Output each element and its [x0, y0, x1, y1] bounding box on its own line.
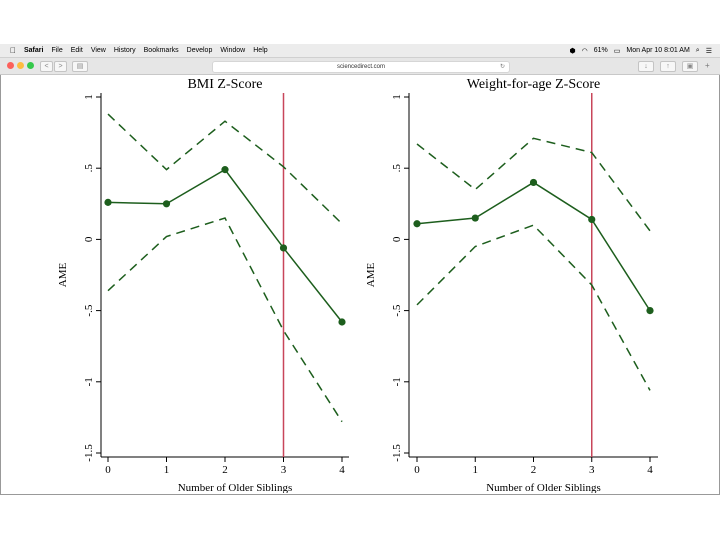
weight-for-age-y-tick-label: -1.5: [391, 444, 403, 462]
bmi-chart-ylabel: AME: [57, 263, 69, 288]
weight-for-age-x-tick-label: 4: [647, 464, 653, 476]
sidebar-icon[interactable]: ▤: [72, 61, 88, 72]
menu-bookmarks[interactable]: Bookmarks: [137, 47, 179, 54]
weight-for-age-ame-line: [416, 181, 651, 312]
status-area: ⬢ ◠ 61% ▭ Mon Apr 10 8:01 AM ⌕ ☰: [569, 47, 720, 55]
bmi-y-tick-label: -1: [83, 377, 95, 386]
weight-for-age-lower-ci-line: [416, 224, 651, 391]
minimize-window-icon[interactable]: [17, 62, 24, 69]
bmi-x-tick-label: 1: [164, 464, 170, 476]
zoom-window-icon[interactable]: [27, 62, 34, 69]
bmi-y-tick-label: -1.5: [83, 444, 95, 462]
bmi-ame-point: [104, 198, 112, 206]
weight-for-age-y-tick-label: 0: [391, 236, 403, 242]
notification-center-icon[interactable]: ☰: [705, 47, 712, 55]
menu-app-name[interactable]: Safari: [18, 47, 43, 54]
weight-for-age-chart-title: Weight-for-age Z-Score: [467, 77, 600, 92]
menu-view[interactable]: View: [84, 47, 106, 54]
bmi-chart-xlabel: Number of Older Siblings: [178, 482, 293, 493]
bmi-x-tick-label: 3: [281, 464, 287, 476]
weight-for-age-ame-point: [529, 178, 538, 187]
bmi-upper-ci-line: [107, 113, 343, 225]
bmi-ame-point: [338, 318, 346, 326]
weight-for-age-ame-point: [413, 220, 421, 228]
battery-percent[interactable]: 61%: [593, 47, 608, 54]
weight-for-age-chart: Weight-for-age Z-Score AME Number of Old…: [365, 77, 658, 494]
new-tab-icon[interactable]: +: [705, 61, 710, 70]
weight-for-age-x-tick-label: 1: [473, 464, 479, 476]
bmi-y-tick-label: 1: [83, 94, 95, 100]
bmi-ame-point: [279, 244, 288, 252]
share-icon[interactable]: ↑: [660, 61, 676, 72]
bmi-ame-point: [221, 166, 229, 174]
weight-for-age-x-tick-label: 3: [589, 464, 595, 476]
bmi-ame-point: [162, 200, 171, 208]
close-window-icon[interactable]: [7, 62, 14, 69]
bmi-x-tick-label: 4: [339, 464, 345, 476]
bmi-ame-line: [107, 168, 343, 323]
url-text: sciencedirect.com: [336, 64, 386, 70]
weight-for-age-y-tick-label: 1: [391, 94, 403, 100]
downloads-icon[interactable]: ↓: [638, 61, 654, 72]
bmi-y-tick-label: .5: [83, 164, 95, 173]
menu-develop[interactable]: Develop: [180, 47, 213, 54]
weight-for-age-y-tick-label: .5: [391, 164, 403, 173]
menu-history[interactable]: History: [107, 47, 136, 54]
bmi-x-tick-label: 2: [222, 464, 228, 476]
browser-toolbar: < > ▤ sciencedirect.com ↻ ↓ ↑ ▣ +: [0, 58, 720, 75]
tabs-overview-icon[interactable]: ▣: [682, 61, 698, 72]
battery-icon: ▭: [613, 47, 621, 55]
apple-icon[interactable]: : [10, 46, 16, 55]
weight-for-age-y-tick-label: -.5: [391, 304, 403, 316]
forward-button[interactable]: >: [54, 61, 67, 72]
weight-for-age-ame-point: [471, 214, 479, 222]
menu-bar:  Safari File Edit View History Bookmark…: [0, 44, 720, 58]
weight-for-age-upper-ci-line: [416, 137, 651, 232]
weight-for-age-x-tick-label: 0: [414, 464, 420, 476]
reload-icon[interactable]: ↻: [499, 64, 505, 70]
spotlight-icon[interactable]: ⌕: [695, 46, 700, 54]
bmi-chart-title: BMI Z-Score: [187, 77, 262, 92]
menu-file[interactable]: File: [45, 47, 62, 54]
clock[interactable]: Mon Apr 10 8:01 AM: [626, 47, 690, 54]
bmi-y-tick-label: -.5: [83, 304, 95, 316]
weight-for-age-y-tick-label: -1: [391, 377, 403, 386]
bmi-lower-ci-line: [107, 217, 343, 423]
address-bar[interactable]: sciencedirect.com ↻: [212, 61, 510, 73]
menu-help[interactable]: Help: [247, 47, 267, 54]
dropbox-icon[interactable]: ⬢: [569, 47, 576, 55]
charts-figure: BMI Z-Score AME Number of Older Siblings…: [57, 77, 658, 494]
bmi-x-tick-label: 0: [105, 464, 111, 476]
weight-for-age-x-tick-label: 2: [531, 464, 537, 476]
wifi-icon[interactable]: ◠: [581, 47, 588, 55]
menu-edit[interactable]: Edit: [64, 47, 83, 54]
weight-for-age-chart-ylabel: AME: [365, 263, 377, 288]
page-content: BMI Z-Score AME Number of Older Siblings…: [0, 75, 720, 495]
weight-for-age-ame-point: [646, 307, 654, 315]
weight-for-age-chart-xlabel: Number of Older Siblings: [486, 482, 601, 493]
bmi-chart: BMI Z-Score AME Number of Older Siblings…: [57, 77, 349, 494]
weight-for-age-ame-point: [588, 215, 596, 224]
bmi-y-tick-label: 0: [83, 236, 95, 242]
back-button[interactable]: <: [40, 61, 53, 72]
menu-window[interactable]: Window: [214, 47, 245, 54]
